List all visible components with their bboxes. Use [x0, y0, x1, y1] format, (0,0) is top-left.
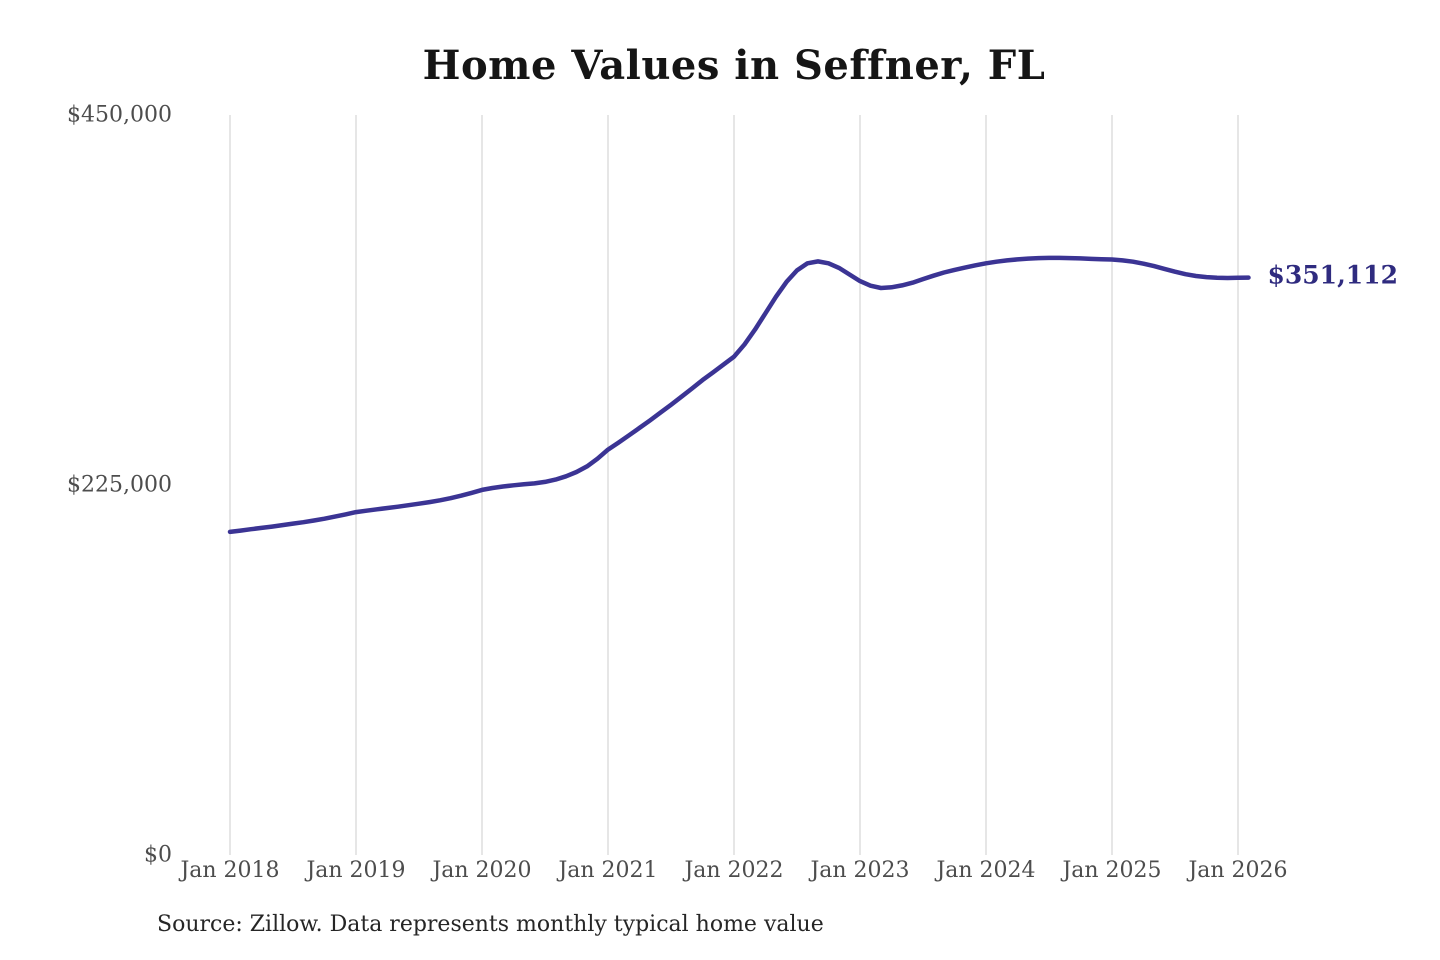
vertical-gridlines [229, 115, 1239, 855]
series-end-value-label: $351,112 [1267, 260, 1398, 290]
chart-title: Home Values in Seffner, FL [422, 42, 1046, 89]
source-note: Source: Zillow. Data represents monthly … [157, 912, 824, 937]
home-value-line [227, 255, 1251, 535]
